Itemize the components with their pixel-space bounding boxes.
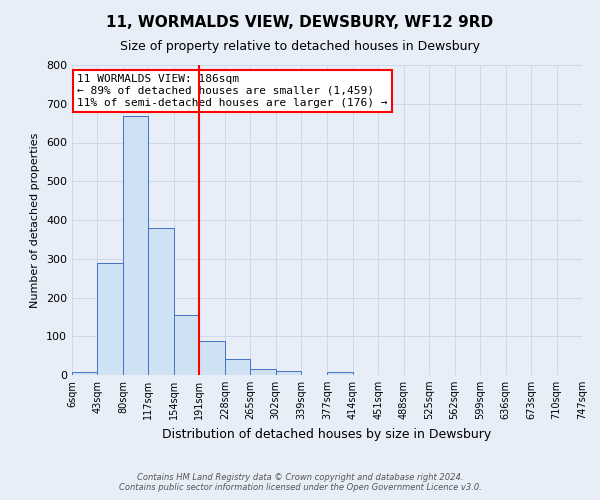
Text: Contains HM Land Registry data © Crown copyright and database right 2024.
Contai: Contains HM Land Registry data © Crown c… <box>119 473 481 492</box>
Bar <box>72 372 97 375</box>
Bar <box>250 369 276 375</box>
Text: 11, WORMALDS VIEW, DEWSBURY, WF12 9RD: 11, WORMALDS VIEW, DEWSBURY, WF12 9RD <box>106 15 494 30</box>
Y-axis label: Number of detached properties: Number of detached properties <box>31 132 40 308</box>
X-axis label: Distribution of detached houses by size in Dewsbury: Distribution of detached houses by size … <box>163 428 491 440</box>
Bar <box>174 315 199 375</box>
Bar <box>123 116 148 375</box>
Bar <box>148 228 174 375</box>
Bar <box>225 358 250 375</box>
Bar <box>328 372 353 375</box>
Text: Size of property relative to detached houses in Dewsbury: Size of property relative to detached ho… <box>120 40 480 53</box>
Bar <box>199 341 225 375</box>
Text: 11 WORMALDS VIEW: 186sqm
← 89% of detached houses are smaller (1,459)
11% of sem: 11 WORMALDS VIEW: 186sqm ← 89% of detach… <box>77 74 388 108</box>
Bar <box>97 262 123 375</box>
Bar <box>276 371 301 375</box>
